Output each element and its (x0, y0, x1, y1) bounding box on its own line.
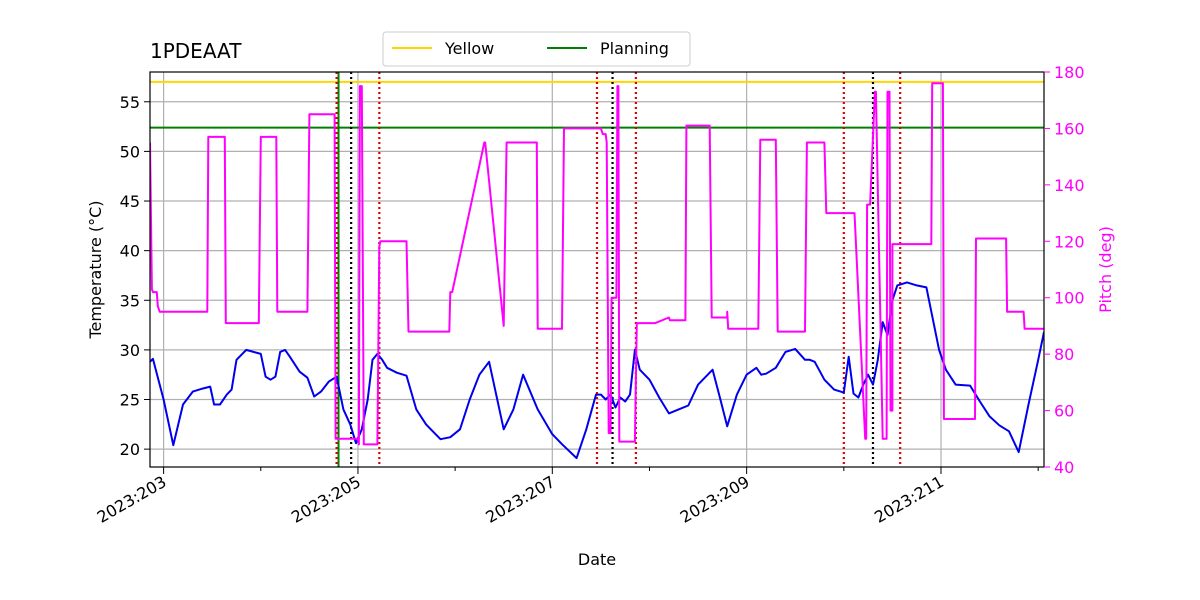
y-tick-label-left: 45 (120, 192, 140, 211)
x-tick-label: 2023:209 (677, 472, 753, 527)
y-tick-label-left: 20 (120, 440, 140, 459)
series-line-temperature (150, 281, 1044, 460)
y-tick-label-right: 100 (1054, 289, 1085, 308)
y-axis-label-right: Pitch (deg) (1096, 226, 1115, 313)
y-tick-label-right: 80 (1054, 345, 1074, 364)
x-tick-label: 2023:205 (288, 472, 364, 527)
axis-ticks: 2023:203 2023:205 2023:207 2023:209 2023:211… (94, 63, 1085, 527)
legend-label-yellow: Yellow (444, 39, 494, 58)
series-line-pitch (150, 82, 1044, 446)
y-axis-label-left: Temperature (°C) (86, 200, 105, 339)
x-tick-label: 2023:207 (482, 472, 558, 527)
legend-box (382, 31, 691, 67)
y-tick-label-right: 180 (1054, 63, 1085, 82)
plot-frame (149, 71, 1045, 468)
y-tick-label-left: 35 (120, 291, 140, 310)
y-tick-label-left: 50 (120, 142, 140, 161)
y-tick-label-right: 60 (1054, 402, 1074, 421)
x-axis-label: Date (578, 550, 616, 569)
x-tick-label: 2023:203 (94, 472, 170, 527)
y-tick-label-left: 55 (120, 93, 140, 112)
y-tick-label-left: 25 (120, 391, 140, 410)
y-tick-label-left: 40 (120, 242, 140, 261)
y-tick-label-right: 40 (1054, 458, 1074, 477)
y-tick-label-left: 30 (120, 341, 140, 360)
series-lines (150, 82, 1044, 460)
x-tick-label: 2023:211 (871, 472, 947, 527)
legend: Yellow Planning (382, 31, 691, 67)
y-tick-label-right: 160 (1054, 119, 1085, 138)
grid (150, 72, 1044, 467)
chart-title: 1PDEAAT (150, 39, 242, 63)
y-tick-label-right: 120 (1054, 232, 1085, 251)
y-tick-label-right: 140 (1054, 176, 1085, 195)
legend-label-planning: Planning (600, 39, 669, 58)
